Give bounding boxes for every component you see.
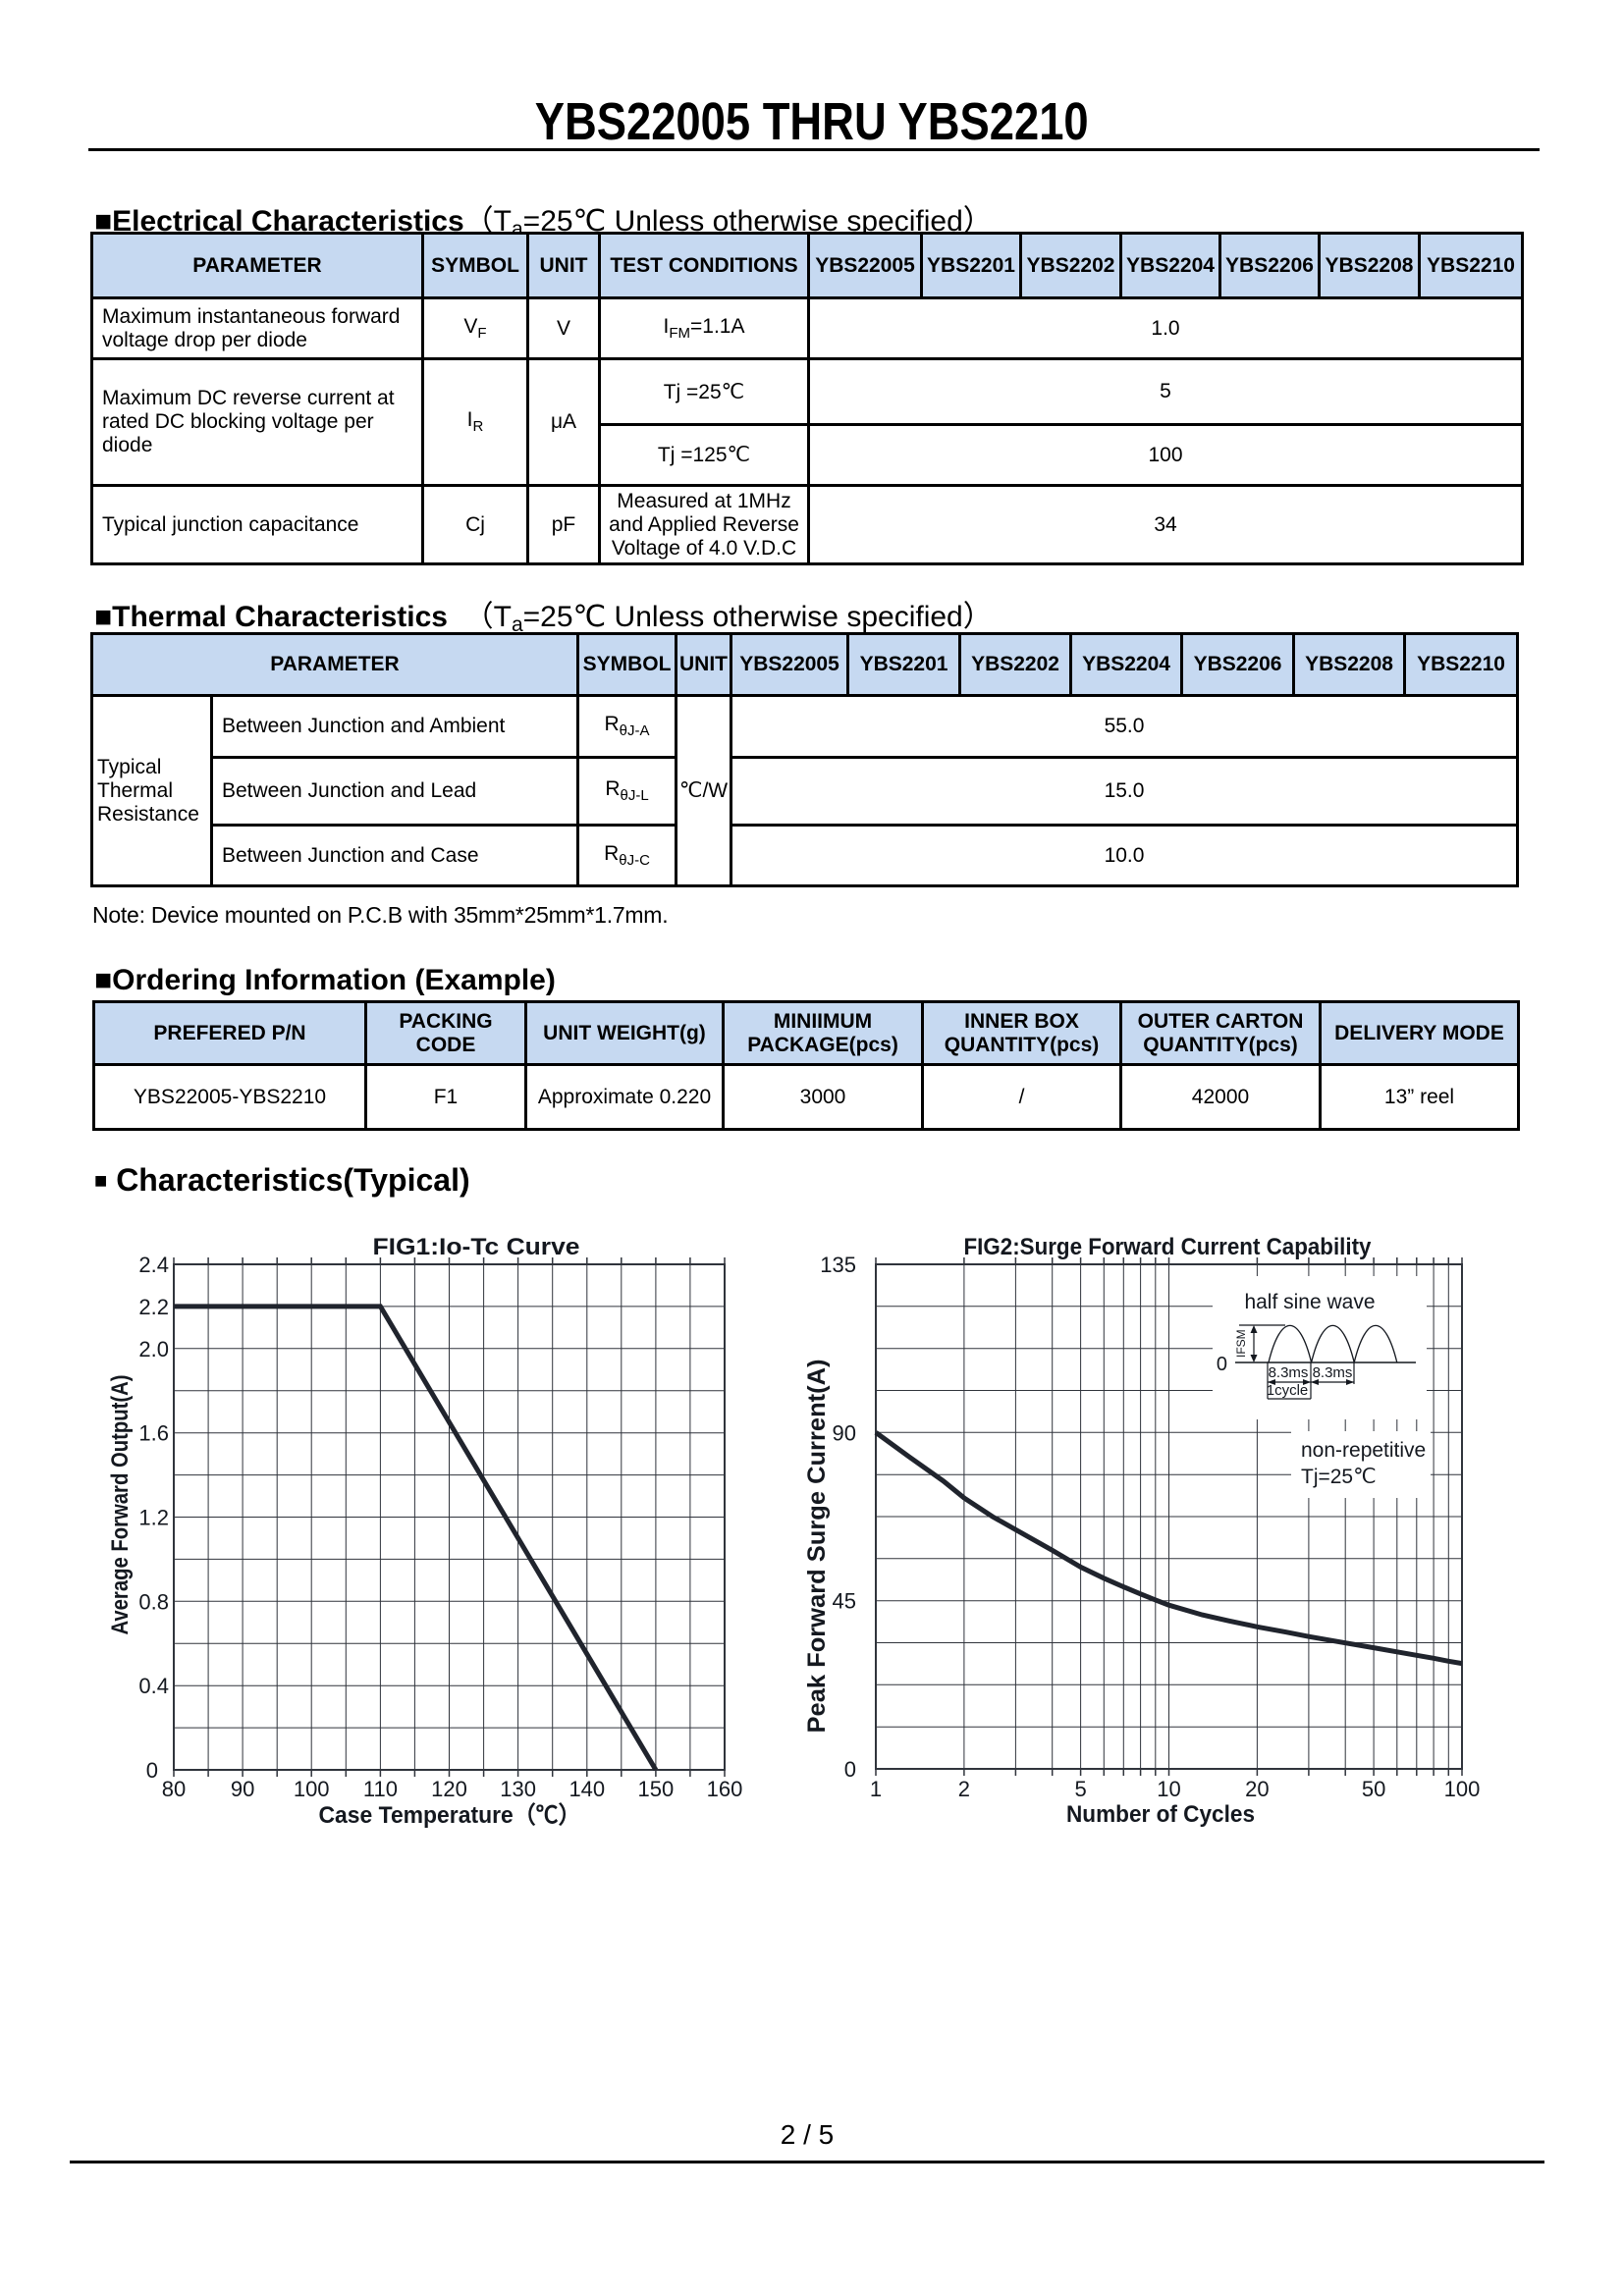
svg-text:140: 140 [568,1777,605,1801]
svg-text:45: 45 [833,1589,856,1614]
svg-text:90: 90 [231,1777,254,1801]
svg-text:1: 1 [870,1777,882,1801]
svg-text:8.3ms: 8.3ms [1313,1364,1353,1381]
svg-text:90: 90 [833,1420,856,1445]
svg-text:2.0: 2.0 [138,1337,169,1362]
svg-text:half sine wave: half sine wave [1244,1291,1375,1313]
svg-text:130: 130 [500,1777,536,1801]
svg-text:FIG1:Io-Tc Curve: FIG1:Io-Tc Curve [373,1234,580,1260]
svg-text:5: 5 [1074,1777,1086,1801]
svg-text:150: 150 [638,1777,675,1801]
svg-text:2.4: 2.4 [138,1253,169,1277]
svg-text:0.8: 0.8 [138,1589,169,1614]
svg-text:Number of Cycles: Number of Cycles [1066,1801,1255,1828]
svg-text:8.3ms: 8.3ms [1269,1364,1309,1381]
svg-text:100: 100 [294,1777,330,1801]
svg-text:1.2: 1.2 [138,1506,169,1530]
svg-text:135: 135 [820,1253,856,1277]
svg-text:0.4: 0.4 [138,1674,169,1698]
svg-text:non-repetitive: non-repetitive [1301,1439,1426,1462]
svg-text:Peak Forward Surge Current(A): Peak Forward Surge Current(A) [803,1360,831,1734]
svg-text:0: 0 [146,1758,158,1783]
svg-text:20: 20 [1245,1777,1269,1801]
svg-text:0: 0 [1217,1354,1227,1375]
svg-text:2.2: 2.2 [138,1295,169,1319]
svg-text:Average Forward Output(A): Average Forward Output(A) [107,1375,134,1635]
svg-text:2: 2 [958,1777,970,1801]
svg-text:100: 100 [1444,1777,1481,1801]
svg-text:80: 80 [162,1777,186,1801]
svg-text:10: 10 [1157,1777,1180,1801]
svg-text:160: 160 [707,1777,743,1801]
svg-text:1.6: 1.6 [138,1421,169,1446]
svg-text:0: 0 [844,1757,856,1782]
svg-text:50: 50 [1362,1777,1385,1801]
svg-text:FIG2:Surge Forward Current Cap: FIG2:Surge Forward Current Capability [964,1234,1373,1260]
svg-text:Tj=25℃: Tj=25℃ [1301,1466,1377,1488]
svg-text:1cycle: 1cycle [1267,1382,1309,1399]
svg-text:IFSM: IFSM [1234,1329,1248,1358]
svg-text:Case Temperature（℃）: Case Temperature（℃） [319,1802,581,1829]
svg-text:110: 110 [363,1777,398,1801]
svg-text:120: 120 [431,1777,467,1801]
